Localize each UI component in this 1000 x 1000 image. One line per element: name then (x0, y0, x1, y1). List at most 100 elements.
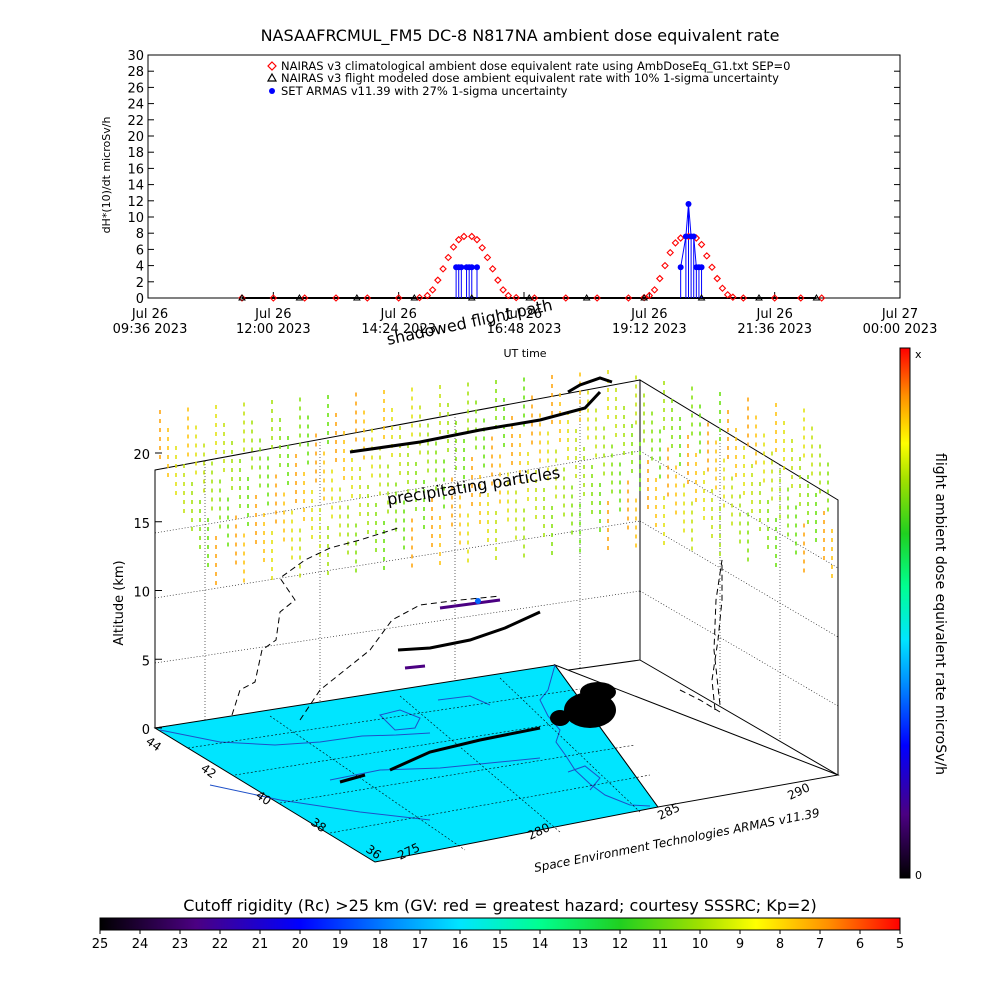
armas-connector (680, 236, 687, 268)
nairas-clim-point (729, 293, 737, 301)
series-markers (238, 201, 826, 302)
legend-entry-armas: SET ARMAS v11.39 with 27% 1-sigma uncert… (281, 84, 568, 98)
nairas-clim-point (504, 291, 513, 300)
nairas-clim-point (702, 252, 711, 260)
y-tick-label: 6 (136, 243, 144, 258)
nairas-flight-point (295, 294, 304, 301)
nairas-flight-point (697, 294, 706, 301)
series-connectors (242, 203, 817, 299)
y-tick-label: 8 (136, 227, 144, 242)
nairas-clim-point (676, 234, 685, 242)
nairas-flight-point (238, 294, 246, 301)
nairas-clim-point (467, 232, 476, 241)
nairas-clim-point (624, 294, 633, 302)
x-tick-label-time: 21:36 2023 (737, 322, 812, 337)
rc-tick-label: 6 (856, 937, 864, 952)
nairas-flight-point (353, 294, 361, 301)
chart-title: NASAAFRCMUL_FM5 DC-8 N817NA ambient dose… (261, 26, 780, 46)
nairas-clim-point (708, 263, 716, 271)
nairas-clim-point (661, 261, 669, 270)
x-tick-label-date: Jul 26 (131, 307, 168, 322)
rc-tick-label: 5 (896, 937, 904, 952)
armas-connector (693, 236, 697, 268)
x-tick-label-time: 12:00 2023 (236, 322, 311, 337)
legend: NAIRAS v3 climatological ambient dose eq… (266, 59, 790, 98)
x-tick-label-date: Jul 26 (630, 307, 667, 322)
nairas-clim-point (483, 253, 492, 262)
z-tick-label: 5 (142, 654, 150, 669)
nairas-clim-point (530, 294, 539, 302)
nairas-clim-point (444, 253, 453, 262)
nairas-clim-point (593, 294, 601, 302)
rc-tick-label: 13 (572, 937, 589, 952)
flight-track-marker (475, 598, 481, 604)
flight-track-dense (550, 682, 616, 728)
x-tick-label-time: 00:00 2023 (863, 322, 938, 337)
rc-tick-label: 8 (776, 937, 784, 952)
flight-track-colored (404, 598, 501, 670)
rc-tick-label: 18 (372, 937, 389, 952)
rc-tick-label: 15 (492, 937, 509, 952)
dose-colorbar-bottom-label: 0 (915, 869, 922, 882)
altitude-ticks: 0 5 10 15 20 (133, 448, 162, 738)
rc-tick-label: 17 (412, 937, 429, 952)
armas-point (698, 264, 705, 271)
legend-entry-nairas-flight: NAIRAS v3 flight modeled dose ambient eq… (281, 71, 779, 85)
z-tick-label: 10 (133, 586, 150, 601)
nairas-clim-point (796, 294, 805, 302)
ocean-area (553, 663, 840, 808)
dose-colorbar-gradient (899, 347, 911, 879)
nairas-clim-point (363, 294, 372, 302)
rigidity-colorbar-title: Cutoff rigidity (Rc) >25 km (GV: red = g… (183, 896, 817, 915)
nairas-clim-point (454, 235, 463, 244)
nairas-flight-point (582, 294, 591, 301)
x-tick-label-date: Jul 26 (379, 307, 416, 322)
x-tick-label-date: Jul 27 (881, 307, 918, 322)
x-tick-label-date: Jul 26 (505, 307, 542, 322)
x-tick-label-date: Jul 26 (755, 307, 792, 322)
z-tick-label: 20 (133, 448, 150, 463)
nairas-clim-point (561, 294, 570, 302)
nairas-clim-point (671, 239, 680, 247)
legend-entry-nairas-clim: NAIRAS v3 climatological ambient dose eq… (281, 59, 790, 73)
nairas-clim-point (269, 294, 278, 302)
x-tick-label-time: 19:12 2023 (612, 322, 687, 337)
y-tick-label: 10 (127, 211, 144, 226)
nairas-clim-point (473, 235, 481, 244)
nairas-clim-point (394, 294, 403, 302)
y-tick-label: 24 (127, 98, 144, 113)
z-tick-label: 0 (142, 723, 150, 738)
nairas-clim-point (460, 232, 468, 241)
nairas-clim-point (439, 265, 447, 273)
y-tick-label: 16 (127, 162, 144, 177)
rc-tick-label: 21 (252, 937, 269, 952)
x-tick-label-date: Jul 26 (254, 307, 291, 322)
dose-colorbar-top-label: x (915, 348, 922, 361)
armas-point (685, 201, 692, 208)
armas-point (682, 233, 689, 240)
rc-tick-label: 23 (172, 937, 189, 952)
y-tick-label: 12 (127, 195, 144, 210)
nairas-clim-point (488, 265, 497, 273)
legend-marker-diamond (267, 61, 277, 71)
nairas-clim-point (713, 274, 722, 283)
y-tick-label: 14 (127, 179, 144, 194)
nairas-clim-point (697, 240, 706, 249)
y-tick-label: 30 (127, 49, 144, 64)
rc-tick-label: 16 (452, 937, 469, 952)
nairas-clim-point (650, 286, 659, 294)
dose-rate-colorbar: x 0 flight ambient dose equivalent rate … (899, 347, 948, 882)
nairas-clim-point (645, 291, 654, 300)
rc-tick-label: 14 (532, 937, 549, 952)
nairas-clim-point (434, 276, 442, 284)
rigidity-ticks: 25 24 23 22 21 20 19 18 17 16 15 14 13 12 11 10 9 8 7 6 5 (92, 930, 904, 952)
y-tick-label: 26 (127, 81, 144, 96)
cutoff-rigidity-colorbar: Cutoff rigidity (Rc) >25 km (GV: red = g… (92, 896, 904, 952)
y-tick-label: 28 (127, 65, 144, 80)
nairas-clim-point (640, 293, 648, 302)
y-tick-label: 4 (136, 260, 144, 275)
nairas-clim-point (770, 294, 779, 302)
y-axis-label: dH*(10)/dt microSv/h (100, 117, 113, 234)
